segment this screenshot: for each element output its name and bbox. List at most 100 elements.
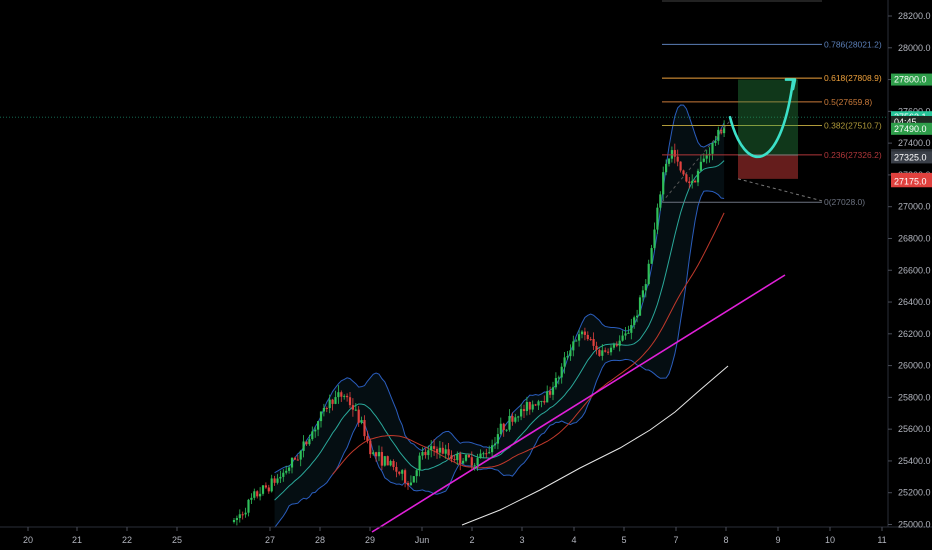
time-tick-label: 3 [519, 535, 524, 545]
candle-body [470, 457, 473, 466]
candle-body [485, 453, 488, 455]
projection-arrow[interactable] [728, 78, 797, 159]
candle-body [569, 350, 572, 357]
candle-body [595, 345, 598, 350]
candle-body [560, 366, 563, 378]
time-tick-label: 5 [621, 535, 626, 545]
candle-body [290, 457, 294, 468]
candle-body [441, 447, 444, 454]
fib-level-label: 0.618(27808.9) [824, 73, 882, 83]
candle-body [673, 150, 676, 157]
long-position-tool[interactable] [737, 79, 823, 202]
candle-body [334, 397, 337, 404]
candle-body [627, 332, 630, 334]
candle-body [253, 491, 256, 498]
price-tick-label: 28000.0 [898, 43, 931, 53]
candle-body [296, 459, 299, 461]
candle-body [346, 395, 349, 398]
candle-body [464, 454, 468, 461]
candle-body [360, 420, 363, 423]
position-loss-zone [738, 155, 798, 179]
price-badge-label: 04:45 [894, 117, 917, 127]
candle-body [456, 453, 459, 461]
candle-body [270, 478, 273, 492]
candle-body [282, 472, 285, 477]
candle-body [340, 392, 343, 397]
trend-line[interactable] [371, 274, 786, 533]
candle-body [508, 416, 511, 430]
candle-body [659, 194, 662, 208]
support-trendline[interactable] [371, 274, 786, 533]
candle-body [467, 454, 470, 458]
time-tick-label: 22 [122, 535, 132, 545]
candle-body [502, 423, 505, 431]
candle-body [273, 478, 276, 483]
candle-body [650, 248, 653, 264]
candle-body [366, 436, 369, 441]
candle-body [644, 284, 647, 291]
bollinger-lower [274, 190, 725, 528]
time-tick-label: 27 [265, 535, 275, 545]
candle-body [563, 357, 566, 367]
bollinger-fill [274, 105, 725, 528]
position-profit-zone [738, 79, 798, 156]
candle-body [604, 350, 607, 352]
candle-body [259, 493, 262, 497]
price-badge [891, 151, 932, 164]
candle-body [450, 455, 453, 460]
candle-body [276, 478, 279, 483]
candle-body [522, 409, 526, 412]
candle-body [293, 457, 296, 460]
candle-body [607, 351, 610, 353]
candle-body [618, 340, 621, 346]
projection-curve[interactable] [728, 79, 795, 159]
candle-body [511, 416, 514, 422]
candle-body [351, 405, 354, 410]
price-tick-label: 25400.0 [898, 456, 931, 466]
time-tick-label: 28 [315, 535, 325, 545]
candle-body [430, 446, 433, 451]
candle-body [473, 465, 476, 467]
candle-body [621, 335, 624, 341]
candle-body [250, 497, 253, 500]
price-badge [891, 175, 932, 188]
candle-body [264, 485, 267, 488]
price-tick-label: 26400.0 [898, 297, 931, 307]
candle-body [583, 331, 586, 335]
candle-body [598, 349, 601, 356]
candle-body [244, 512, 247, 515]
candle-body [499, 423, 502, 435]
candle-body [256, 491, 259, 497]
fibonacci-retracement[interactable]: 0.786(28021.2) 0.618(27808.9) 0.5(27659.8)… [0, 0, 888, 207]
candle-body [354, 409, 357, 411]
price-tick-label: 27000.0 [898, 202, 931, 212]
fib-level-label: 0.5(27659.8) [824, 97, 872, 107]
candle-body [575, 340, 578, 342]
candle-body [714, 140, 717, 143]
candle-body [433, 446, 436, 449]
candle-body [653, 229, 656, 249]
candle-body [319, 411, 323, 422]
candle-body [482, 453, 485, 455]
candle-body [682, 170, 685, 175]
price-badge [891, 73, 932, 86]
candle-body [317, 421, 320, 430]
candle-body [566, 356, 569, 358]
candle-body [572, 341, 575, 351]
time-tick-label: Jun [415, 535, 430, 545]
time-tick-label: 11 [877, 535, 886, 545]
candle-body [325, 407, 328, 409]
time-axis[interactable]: 20 21 22 25 27 28 29 Jun 2 3 4 5 7 8 9 10 11 [23, 527, 887, 545]
candle-body [688, 181, 691, 184]
ma-slow-red [332, 212, 725, 475]
candle-body [630, 325, 633, 333]
candle-body [328, 399, 331, 409]
candle-body [398, 471, 401, 474]
candle-body [357, 409, 360, 423]
candle-body [551, 387, 555, 395]
candle-body [488, 452, 491, 454]
candle-body [308, 439, 311, 445]
candle-body [404, 470, 407, 483]
candle-body [375, 452, 378, 457]
